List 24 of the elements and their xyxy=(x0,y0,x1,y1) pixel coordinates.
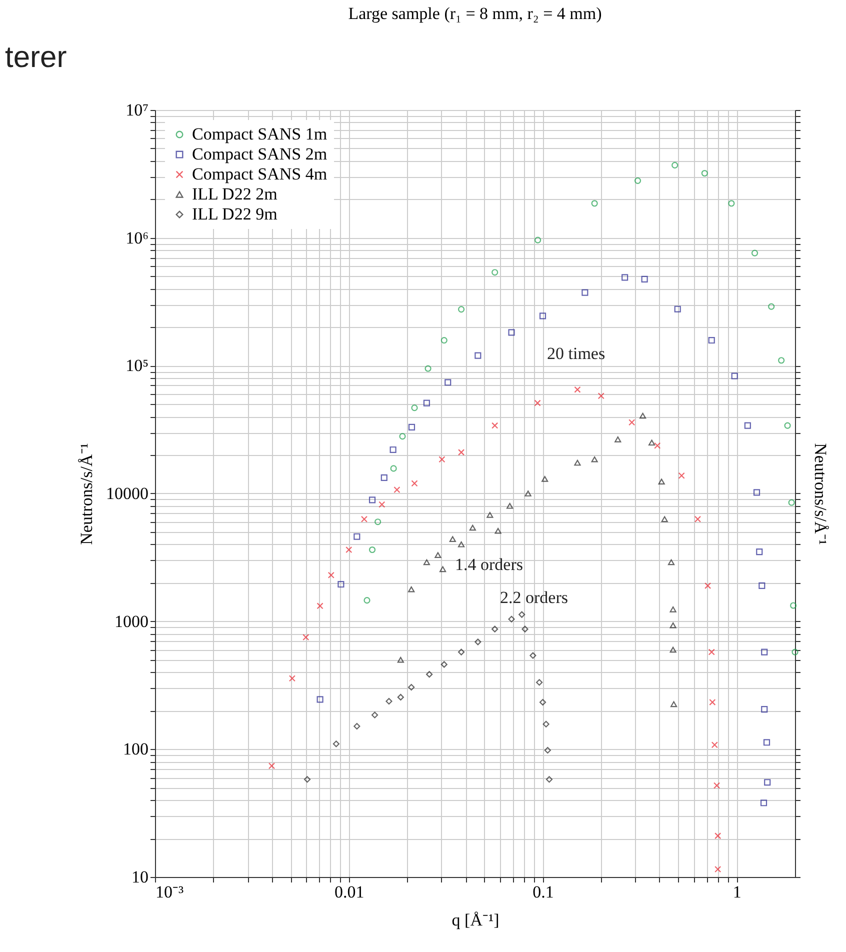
annotation: 2.2 orders xyxy=(500,588,568,607)
annotation: 20 times xyxy=(547,344,606,363)
annotation: 1.4 orders xyxy=(455,555,523,574)
y-axis-title: Neutrons/s/Å⁻¹ xyxy=(77,443,96,545)
legend-label: ILL D22 9m xyxy=(192,204,278,224)
x-tick-label: 1 xyxy=(732,882,742,902)
x-tick-label: 0.1 xyxy=(532,882,554,902)
legend-label: Compact SANS 4m xyxy=(192,164,328,184)
legend-label: Compact SANS 1m xyxy=(192,124,328,144)
y2-axis-title: Neutrons/s/Å⁻¹ xyxy=(811,443,830,545)
y-tick-label: 10⁷ xyxy=(126,100,149,120)
chart-title: Large sample (r₁ = 8 mm, r₂ = 4 mm) xyxy=(348,4,602,23)
x-tick-label: 0.01 xyxy=(334,882,364,902)
text: terer xyxy=(5,41,67,74)
y-tick-label: 10000 xyxy=(106,484,148,503)
x-axis-title: q [Å⁻¹] xyxy=(452,910,500,930)
y-tick-label: 10⁵ xyxy=(126,356,149,376)
y-tick-label: 10⁶ xyxy=(126,228,149,248)
y-tick-label: 10 xyxy=(132,868,148,886)
legend-label: ILL D22 2m xyxy=(192,184,278,204)
legend-label: Compact SANS 2m xyxy=(192,144,328,164)
x-tick-label: 10⁻³ xyxy=(156,882,184,902)
y-tick-label: 100 xyxy=(123,740,148,759)
y-tick-label: 1000 xyxy=(114,612,148,631)
